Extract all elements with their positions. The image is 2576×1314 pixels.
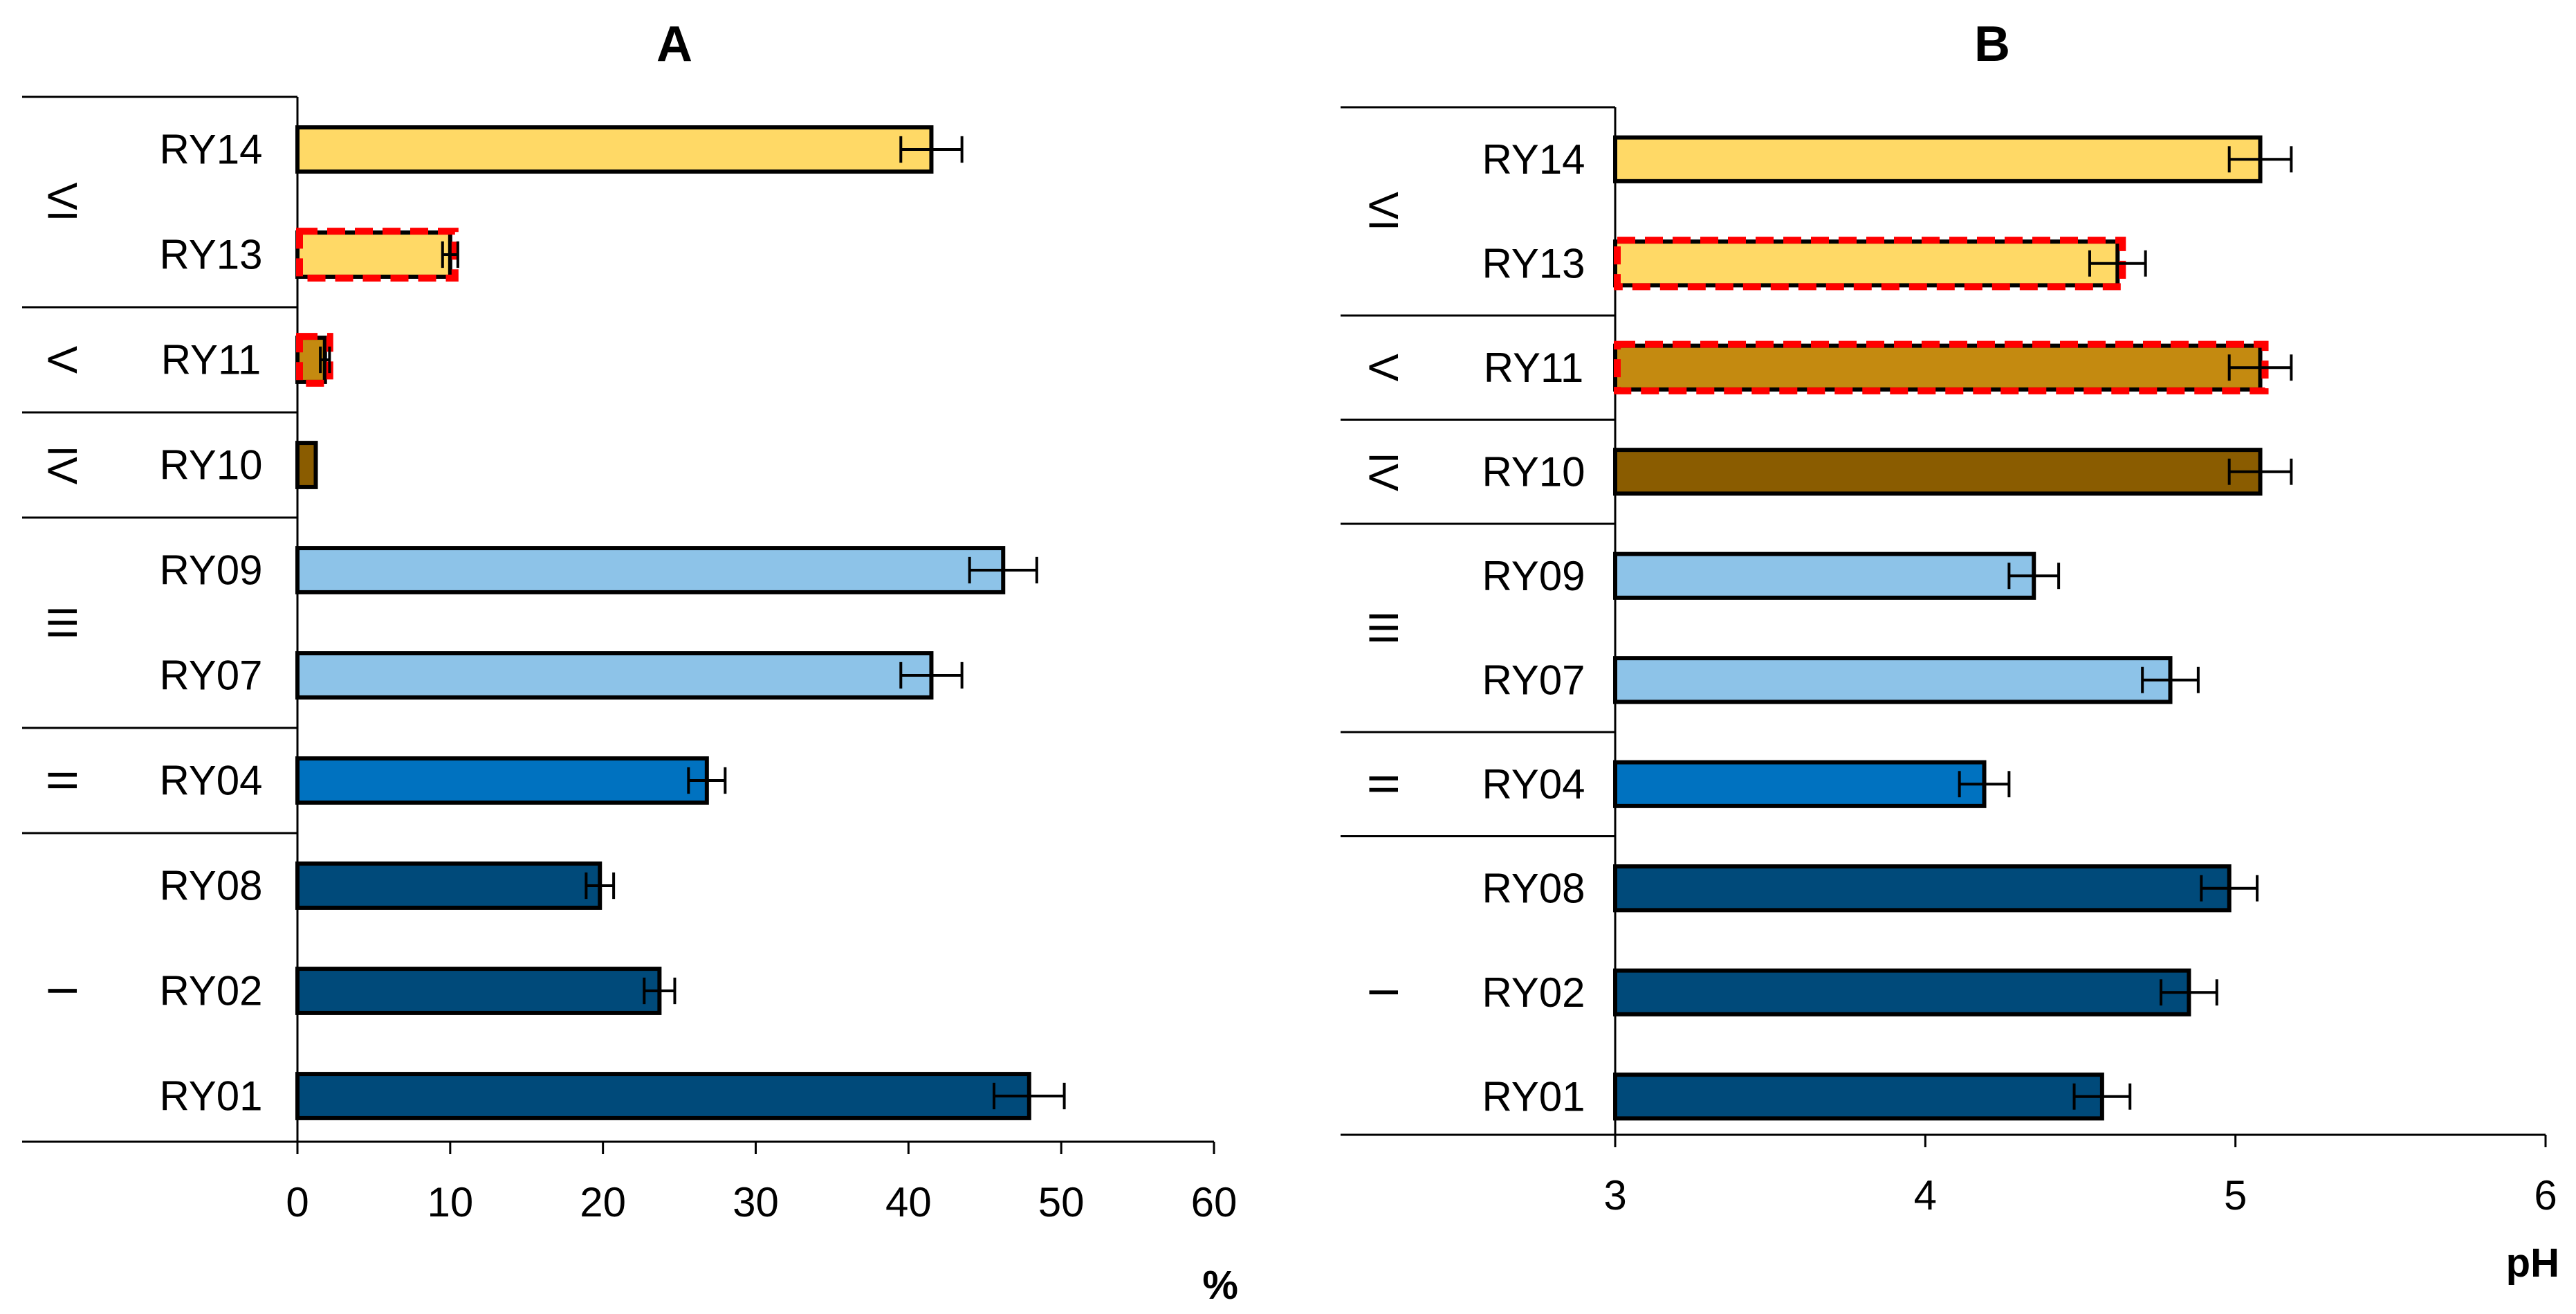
category-label: RY08 [159, 863, 262, 909]
error-bar-ry02 [2160, 979, 2218, 1006]
category-label: RY13 [159, 232, 262, 278]
category-label: RY02 [159, 968, 262, 1014]
x-tick-label: 10 [427, 1179, 473, 1225]
category-label: RY13 [1482, 240, 1585, 286]
error-bar-ry01 [993, 1082, 1066, 1110]
bar-ry02 [295, 967, 662, 1015]
x-tick-label: 30 [733, 1179, 779, 1225]
category-label: RY02 [1482, 969, 1585, 1016]
x-tick-label: 3 [1603, 1172, 1626, 1219]
highlight-box-ry11 [296, 333, 333, 387]
category-label: RY04 [159, 758, 262, 804]
group-label-iii: III [1361, 610, 1407, 645]
error-bar-ry08 [2200, 875, 2259, 902]
group-label-vi: VI [1361, 192, 1407, 231]
error-bar-ry11 [2227, 354, 2293, 381]
group-label-v: V [39, 346, 86, 374]
x-tick-label: 5 [2224, 1172, 2247, 1219]
category-label: RY10 [159, 442, 262, 489]
category-label: RY01 [1482, 1073, 1585, 1120]
error-bar-ry13 [441, 241, 459, 268]
bar-ry01 [295, 1072, 1031, 1120]
category-label: RY14 [159, 127, 262, 173]
error-bar-ry10 [2227, 458, 2293, 485]
group-label-iii: III [39, 605, 86, 640]
x-tick-label: 4 [1914, 1172, 1937, 1219]
x-tick-label: 20 [580, 1179, 626, 1225]
category-label: RY01 [159, 1073, 262, 1120]
x-tick-label: 60 [1191, 1179, 1238, 1225]
x-tick-label: 40 [885, 1179, 932, 1225]
error-bar-ry14 [899, 136, 964, 163]
error-bar-ry09 [968, 556, 1038, 584]
category-label: RY14 [1482, 136, 1585, 183]
bar-ry04 [295, 756, 709, 805]
category-label: RY11 [161, 337, 261, 383]
group-label-i: I [1361, 987, 1407, 998]
bar-ry13 [1613, 239, 2120, 288]
bar-ry07 [295, 651, 934, 700]
group-label-ii: II [1361, 773, 1407, 796]
x-axis-label: pH [2506, 1241, 2559, 1286]
bar-ry01 [1613, 1073, 2104, 1121]
category-label: RY08 [1482, 865, 1585, 911]
error-bar-ry13 [2088, 250, 2147, 277]
bar-ry11 [1613, 343, 2263, 392]
category-label: RY04 [1482, 761, 1585, 807]
category-label: RY10 [1482, 448, 1585, 495]
group-label-i: I [39, 985, 86, 997]
x-axis-label: % [1202, 1263, 1238, 1308]
x-tick-label: 6 [2534, 1172, 2557, 1219]
bar-ry07 [1613, 656, 2173, 704]
error-bar-ry07 [899, 661, 964, 689]
bar-ry10 [1613, 448, 2263, 496]
error-bar-ry08 [585, 872, 616, 900]
x-tick-label: 50 [1038, 1179, 1085, 1225]
error-bar-ry04 [687, 767, 727, 794]
group-label-iv: IV [39, 446, 86, 485]
bar-ry10 [295, 441, 318, 489]
bar-ry13 [295, 230, 452, 279]
bar-ry08 [295, 861, 602, 910]
error-bar-ry04 [1958, 771, 2011, 798]
error-bar-ry01 [2072, 1083, 2132, 1110]
error-bar-ry07 [2141, 666, 2200, 693]
bar-ry09 [1613, 551, 2036, 600]
error-bar-ry14 [2227, 146, 2293, 173]
group-label-iv: IV [1361, 452, 1407, 491]
bar-ry08 [1613, 864, 2232, 913]
error-bar-ry09 [2007, 563, 2061, 590]
group-label-ii: II [39, 769, 86, 792]
error-bar-ry02 [643, 977, 677, 1005]
bar-ry14 [1613, 135, 2263, 183]
bar-ry14 [295, 125, 934, 174]
bar-ry04 [1613, 760, 1987, 808]
bar-ry09 [295, 546, 1006, 594]
category-label: RY09 [1482, 553, 1585, 599]
chart-title: A [656, 17, 692, 72]
group-label-v: V [1361, 354, 1407, 381]
group-label-vi: VI [39, 183, 86, 222]
error-bar-ry11 [319, 346, 331, 374]
chart-title: B [1974, 17, 2010, 72]
x-tick-label: 0 [286, 1179, 309, 1225]
bar-ry02 [1613, 968, 2191, 1016]
category-label: RY07 [159, 653, 262, 699]
category-label: RY11 [1484, 345, 1584, 391]
category-label: RY09 [159, 547, 262, 594]
category-label: RY07 [1482, 657, 1585, 703]
